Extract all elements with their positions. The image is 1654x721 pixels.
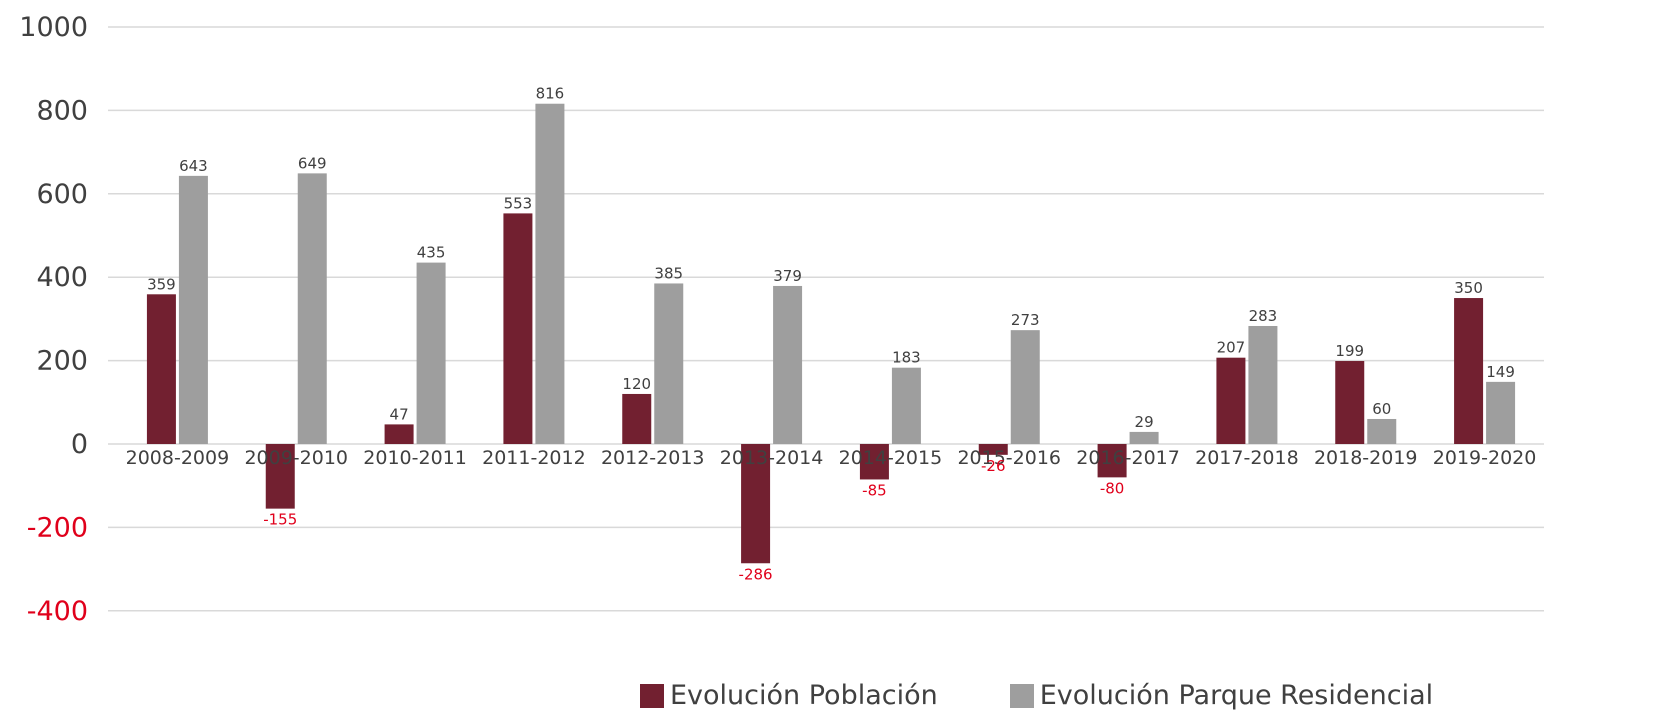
y-tick-label: 0 [71,429,88,460]
data-label: 199 [1335,342,1364,360]
data-label: 60 [1372,400,1391,418]
bar-poblacion [1097,444,1127,478]
x-tick-label: 2011-2012 [482,447,586,469]
data-label: 816 [536,85,565,103]
data-label: 385 [654,264,683,282]
bar-poblacion [265,444,295,509]
bar-poblacion [622,393,652,444]
data-label: -26 [981,457,1006,475]
x-tick-label: 2013-2014 [720,447,824,469]
legend: Evolución Población Evolución Parque Res… [640,680,1505,711]
gridlines [108,26,1544,612]
bar-poblacion [1216,357,1246,444]
x-tick-label: 2019-2020 [1433,447,1537,469]
bar-parque [1248,325,1278,444]
bar-parque [773,285,803,444]
legend-item-poblacion: Evolución Población [640,680,938,711]
bar-poblacion [146,294,176,444]
x-axis: 2008-2009 2009-2010 2010-2011 2011-2012 2012… [126,447,1537,469]
data-label: 29 [1135,413,1154,431]
bar-parque [1486,381,1516,444]
x-tick-label: 2017-2018 [1195,447,1299,469]
x-tick-label: 2012-2013 [601,447,705,469]
data-labels: 359 643 -155 649 47 435 553 816 120 385 -286 379 -85… [147,85,1515,584]
data-label: 283 [1249,307,1278,325]
legend-label-poblacion: Evolución Población [670,680,938,711]
data-label: 435 [417,244,446,262]
bars [146,103,1516,564]
x-tick-label: 2009-2010 [244,447,348,469]
x-tick-label: 2018-2019 [1314,447,1418,469]
y-tick-label: -400 [27,596,88,627]
legend-item-parque: Evolución Parque Residencial [1009,680,1434,711]
y-tick-label: 400 [36,262,88,293]
data-label: 207 [1217,339,1246,357]
bar-parque [1129,431,1159,444]
legend-label-parque: Evolución Parque Residencial [1039,680,1434,711]
x-tick-label: 2008-2009 [126,447,230,469]
x-tick-label: 2016-2017 [1076,447,1180,469]
bar-poblacion [978,444,1008,455]
bar-parque [891,367,921,444]
data-label: 379 [773,267,802,285]
bar-parque [654,283,684,444]
x-tick-label: 2014-2015 [839,447,943,469]
bar-parque [535,103,565,444]
x-tick-label: 2010-2011 [363,447,467,469]
legend-swatch-poblacion [640,683,664,708]
bar-parque [178,175,208,444]
y-tick-label: 600 [36,179,88,210]
data-label: 359 [147,275,176,293]
y-axis: 1000 800 600 400 200 0 -200 -400 [19,12,88,627]
data-label: -85 [862,481,887,499]
bar-poblacion [503,213,533,444]
bar-parque [1010,330,1040,444]
data-label: 553 [504,194,533,212]
bar-poblacion [741,444,771,564]
bar-poblacion [1335,361,1365,444]
data-label: 183 [892,349,921,367]
bar-poblacion [1454,298,1484,444]
y-tick-label: -200 [27,512,88,543]
bar-poblacion [859,444,889,480]
data-label: 47 [390,405,409,423]
bar-parque [1367,418,1397,444]
y-tick-label: 1000 [19,12,88,43]
data-label: -80 [1100,479,1125,497]
bar-parque [297,173,327,444]
bar-poblacion [384,424,414,444]
y-tick-label: 800 [36,95,88,126]
x-tick-label: 2015-2016 [957,447,1061,469]
data-label: 649 [298,154,327,172]
data-label: 643 [179,157,208,175]
data-label: 149 [1486,363,1515,381]
data-label: 273 [1011,311,1040,329]
legend-swatch-parque [1009,683,1034,708]
data-label: -286 [739,565,773,583]
data-label: -155 [263,511,297,529]
y-tick-label: 200 [36,346,88,377]
data-label: 350 [1454,279,1483,297]
bar-parque [416,262,446,444]
data-label: 120 [622,375,651,393]
